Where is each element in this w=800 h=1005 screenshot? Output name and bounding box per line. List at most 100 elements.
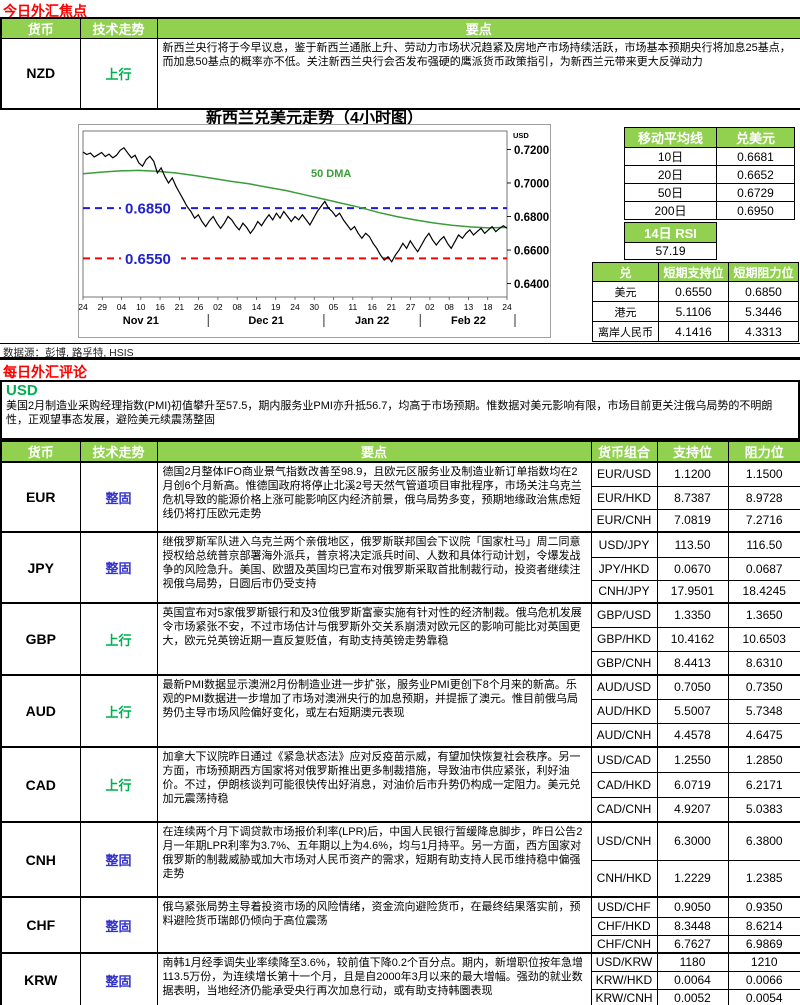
points-text: 俄乌紧张局势主导着投资市场的风险情绪，资金流向避险货币，在最终结果落实前，预料避… (156, 896, 592, 954)
support-value: 1.2229 (656, 859, 729, 898)
dma-line (82, 169, 508, 229)
trend-label: 整固 (79, 821, 158, 898)
resistance-value: 0.9350 (727, 896, 800, 918)
table-row: CAD 上行 加拿大下议院昨日通过《紧急状态法》应对反疫苗示威，有望加快恢复社会秩序… (0, 746, 800, 823)
table-row: KRW/CNH 0.0052 0.0054 (1, 988, 800, 1005)
y-tick-label: 0.7000 (514, 178, 549, 190)
resistance-value: 6.9869 (727, 934, 800, 954)
trend-label: 上行 (79, 674, 158, 748)
label-bg (121, 249, 181, 266)
sr-resistance-value: 4.3313 (728, 321, 799, 342)
support-value: 6.0719 (656, 771, 729, 798)
usd-comment-box: USD 美国2月制造业采购经理指数(PMI)初值攀升至57.5，期内服务业PMI… (0, 380, 800, 440)
currency-code: AUD (0, 674, 81, 748)
resistance-value: 5.7348 (727, 698, 800, 724)
currency-code: CAD (0, 746, 81, 823)
resistance-value: 6.3800 (727, 821, 800, 861)
support-value: 0.7050 (656, 674, 729, 700)
pair-name: USD/CNH (590, 821, 658, 861)
section-title-daily-comment: 每日外汇评论 (3, 364, 87, 380)
currency-code: JPY (0, 531, 81, 604)
resistance-value: 8.6214 (727, 916, 800, 936)
sr-support-value: 4.1416 (658, 321, 729, 342)
table-row: CAD/CNH 4.9207 5.0383 (1, 796, 800, 823)
resistance-value: 4.6475 (727, 722, 800, 748)
sr-currency: 离岸人民币 (592, 321, 659, 342)
table-row: EUR/HKD 8.7387 8.9728 (1, 485, 800, 510)
x-tick-label: 16 (367, 302, 377, 312)
table-row: EUR 整固 德国2月整体IFO商业景气指数改善至98.9，且欧元区服务业及制造业新… (0, 461, 800, 533)
sr-resistance-value: 0.6850 (728, 281, 799, 302)
points-text: 在连续两个月下调贷款市场报价利率(LPR)后，中国人民银行暂缓降息脚步，昨日公告… (156, 821, 592, 898)
ma-value: 0.6729 (716, 183, 795, 202)
points-text: 英国宣布对5家俄罗斯银行和及3位俄罗斯富豪实施有针对性的经济制裁。俄乌危机发展令… (156, 602, 592, 676)
x-tick-label: 24 (290, 302, 300, 312)
pair-name: USD/CHF (590, 896, 658, 918)
resistance-value: 6.2171 (727, 771, 800, 798)
points-text: 南韩1月经季调失业率续降至3.6%，较前值下降0.2个百分点。期内，新增职位按年… (156, 952, 592, 1005)
resistance-value: 8.6310 (727, 650, 800, 676)
ma-value: 0.6681 (716, 147, 795, 166)
table-row: CNH 整固 在连续两个月下调贷款市场报价利率(LPR)后，中国人民银行暂缓降息脚步… (0, 821, 800, 898)
trend-label: 整固 (79, 952, 158, 1005)
support-value: 8.4413 (656, 650, 729, 676)
table-row: NZD 上行 新西兰央行将于今早议息，鉴于新西兰通胀上升、劳动力市场状况趋紧及房… (0, 38, 800, 109)
resistance-value: 0.0054 (727, 988, 800, 1005)
resistance-value: 0.7350 (727, 674, 800, 700)
support-label: 0.6550 (125, 251, 171, 268)
table-row: AUD 上行 最新PMI数据显示澳洲2月份制造业进一步扩张，服务业PMI更创下8个月… (0, 674, 800, 748)
table-row: 10日 0.6681 (624, 147, 795, 166)
focus-col-header-trend: 技术走势 (79, 17, 158, 39)
y-tick-label: 0.7200 (514, 145, 549, 157)
ma-period: 200日 (624, 201, 717, 220)
resistance-value: 116.50 (727, 531, 800, 558)
x-tick-label: 18 (483, 302, 493, 312)
pair-name: EUR/CNH (590, 508, 658, 533)
x-tick-label: 04 (117, 302, 127, 312)
table-row: JPY/HKD 0.0670 0.0687 (1, 556, 800, 581)
support-value: 1180 (656, 952, 729, 972)
x-tick-label: 13 (464, 302, 474, 312)
trend-label: 整固 (79, 896, 158, 954)
sr-support-value: 0.6550 (658, 281, 729, 302)
trend-label: 整固 (79, 531, 158, 604)
ma-period: 20日 (624, 165, 717, 184)
x-tick-label: 24 (79, 302, 88, 312)
table-row: 离岸人民币 4.1416 4.3313 (592, 321, 799, 342)
pair-name: JPY/HKD (590, 556, 658, 581)
resistance-value: 5.0383 (727, 796, 800, 823)
pair-name: USD/KRW (590, 952, 658, 972)
comment-col-header-support: 支持位 (656, 440, 729, 463)
comment-col-header-pair: 货币组合 (590, 440, 658, 463)
points-text: 最新PMI数据显示澳洲2月份制造业进一步扩张，服务业PMI更创下8个月来的新高。… (156, 674, 592, 748)
x-tick-label: 21 (175, 302, 185, 312)
y-tick-label: 0.6400 (514, 279, 549, 291)
resistance-value: 0.0066 (727, 970, 800, 990)
ma-header-label: 移动平均线 (624, 127, 717, 148)
price-line (82, 146, 508, 263)
month-label: Dec 21 (248, 315, 283, 327)
ma-value: 0.6652 (716, 165, 795, 184)
label-bg (121, 199, 181, 216)
ma-value: 0.6950 (716, 201, 795, 220)
resistance-label: 0.6850 (125, 201, 171, 218)
pair-name: CHF/CNH (590, 934, 658, 954)
table-row: AUD/CNH 4.4578 4.6475 (1, 722, 800, 748)
table-row: CHF 整固 俄乌紧张局势主导着投资市场的风险情绪，资金流向避险货币，在最终结果落实… (0, 896, 800, 954)
support-value: 4.4578 (656, 722, 729, 748)
pair-name: AUD/CNH (590, 722, 658, 748)
y-axis-unit: USD (513, 131, 529, 140)
x-tick-label: 30 (310, 302, 320, 312)
support-value: 4.9207 (656, 796, 729, 823)
ma-period: 50日 (624, 183, 717, 202)
table-row: CAD/HKD 6.0719 6.2171 (1, 771, 800, 798)
currency-code: GBP (0, 602, 81, 676)
pair-name: CAD/CNH (590, 796, 658, 823)
moving-average-table: 移动平均线 兑美元 10日 0.6681 20日 0.6652 50日 0.6729 200… (624, 127, 795, 220)
pair-name: AUD/HKD (590, 698, 658, 724)
table-row: AUD/HKD 5.5007 5.7348 (1, 698, 800, 724)
sr-header-resistance: 短期阻力位 (728, 262, 799, 282)
table-row: 美元 0.6550 0.6850 (592, 281, 799, 302)
pair-name: USD/CAD (590, 746, 658, 773)
pair-name: EUR/HKD (590, 485, 658, 510)
